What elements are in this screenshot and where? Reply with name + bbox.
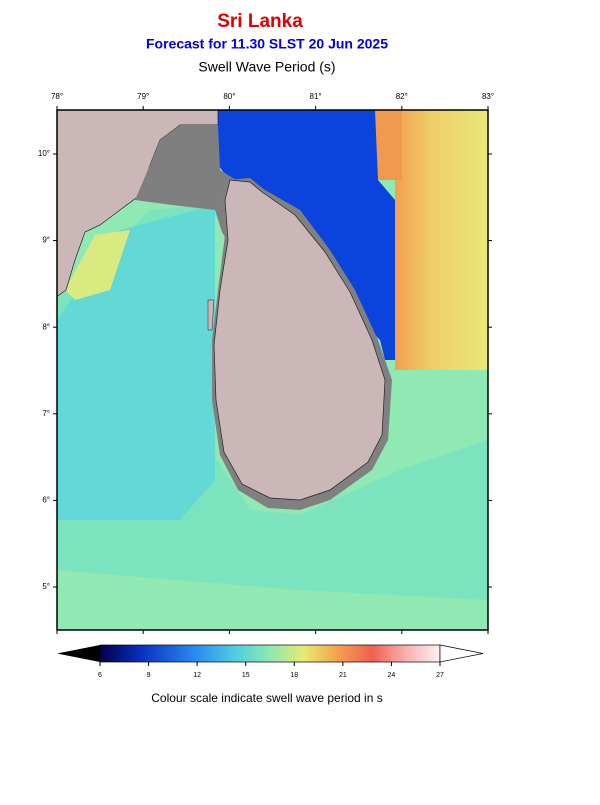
colorbar-tick-label: 18: [290, 672, 298, 679]
island: [207, 299, 215, 331]
map-frame: [56, 109, 489, 631]
longitude-label: 83°: [482, 92, 494, 101]
colorbar-tick-label: 21: [339, 672, 347, 679]
variable: Swell Wave Period (s): [198, 59, 335, 75]
colorbar: [99, 644, 441, 663]
longitude-label: 78°: [51, 92, 63, 101]
longitude-label: 79°: [137, 92, 149, 101]
latitude-label: 9°: [42, 236, 50, 245]
colorbar-high: [439, 644, 484, 663]
colorbar-tick-label: 12: [193, 672, 201, 679]
caption: Colour scale indicate swell wave period …: [151, 691, 382, 705]
colorbar-ticks: 6 9 12 15 18 21 24 27: [98, 662, 444, 679]
map: [57, 110, 488, 630]
sri-lanka: [213, 179, 386, 501]
latitude-label: 10°: [38, 149, 50, 158]
longitude-label: 82°: [396, 92, 408, 101]
title: Sri Lanka: [217, 11, 303, 32]
colorbar-low: [57, 645, 100, 662]
colorbar-tick-label: 9: [147, 672, 151, 679]
sea-east: [395, 110, 488, 370]
latitude-label: 7°: [42, 409, 50, 418]
colorbar-tick-label: 27: [436, 672, 444, 679]
colorbar-tick-label: 15: [242, 672, 250, 679]
latitude-label: 5°: [42, 582, 50, 591]
subtitle: Forecast for 11.30 SLST 20 Jun 2025: [146, 36, 388, 52]
sea-yellow: [65, 230, 130, 300]
latitude-label: 6°: [42, 496, 50, 505]
latitude-axis: 10° 9° 8° 7° 6° 5°: [38, 149, 492, 591]
longitude-label: 81°: [310, 92, 322, 101]
colorbar-tick-label: 24: [388, 672, 396, 679]
colorbar-tick-label: 6: [98, 672, 102, 679]
longitude-axis: 78° 79° 80° 81° 82° 83°: [51, 92, 494, 634]
palk-bay: [135, 125, 242, 250]
latitude-label: 8°: [42, 322, 50, 331]
longitude-label: 80°: [223, 92, 235, 101]
